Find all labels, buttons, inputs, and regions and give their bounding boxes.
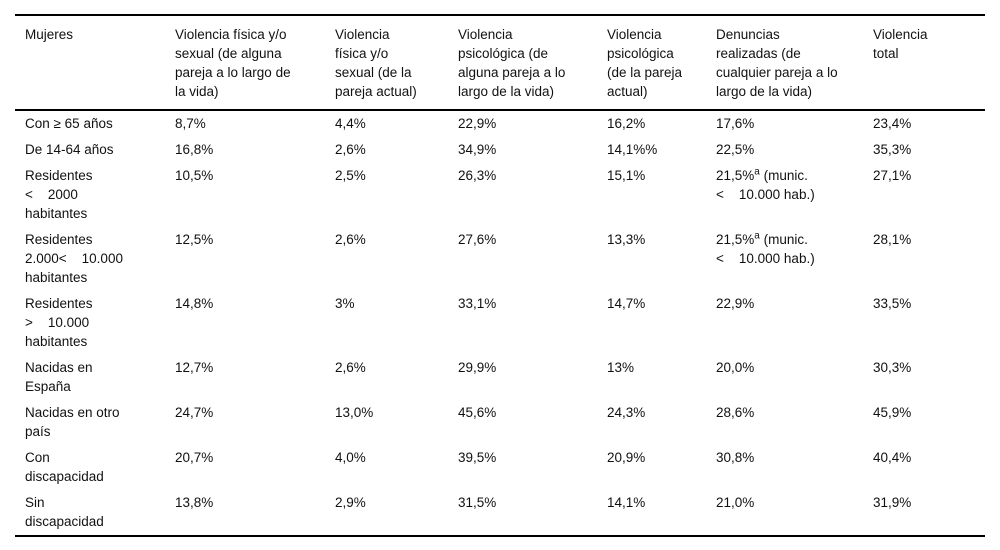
- column-header: Violencia física y/o sexual (de la parej…: [335, 27, 417, 99]
- data-cell: 22,9%: [716, 296, 755, 311]
- data-cell: 31,5%: [458, 495, 497, 510]
- data-cell: 4,4%: [335, 116, 366, 131]
- data-cell: 39,5%: [458, 450, 497, 465]
- column-header: Violencia física y/o sexual (de alguna p…: [175, 27, 291, 99]
- table-row: Nacidas en España 12,7% 2,6% 29,9% 13% 20,0% 3…: [15, 355, 985, 400]
- data-cell: 27,6%: [458, 232, 497, 247]
- data-cell: 16,2%: [607, 116, 646, 131]
- data-cell: 20,7%: [175, 450, 214, 465]
- table-row: Residentes > 10.000 habitantes 14,8% 3% 33,…: [15, 291, 985, 355]
- data-cell: 14,1%: [607, 495, 646, 510]
- data-cell: 24,7%: [175, 405, 214, 420]
- data-cell: 20,9%: [607, 450, 646, 465]
- table-row: Sin discapacidad 13,8% 2,9% 31,5% 14,1% 21,0%…: [15, 490, 985, 536]
- data-cell: 30,3%: [873, 360, 912, 375]
- data-cell: 35,3%: [873, 142, 912, 157]
- data-cell: 30,8%: [716, 450, 755, 465]
- data-cell: 2,5%: [335, 168, 366, 183]
- row-label-cell: Nacidas en España: [25, 360, 93, 394]
- data-cell: 2,6%: [335, 142, 366, 157]
- data-cell: 2,6%: [335, 360, 366, 375]
- data-cell: 8,7%: [175, 116, 206, 131]
- column-header: Violencia psicológica (de alguna pareja …: [458, 27, 566, 99]
- data-cell: 33,1%: [458, 296, 497, 311]
- table-row: De 14-64 años 16,8% 2,6% 34,9% 14,1%% 22,5% 35…: [15, 137, 985, 163]
- data-cell: 21,5%a (munic. < 10.000 hab.): [716, 230, 815, 266]
- row-label-cell: Residentes < 2000 habitantes: [25, 168, 93, 221]
- table-body: Con ≥ 65 años 8,7% 4,4% 22,9% 16,2% 17,6% 23,4…: [15, 110, 985, 536]
- data-cell: 27,1%: [873, 168, 912, 183]
- data-cell: 4,0%: [335, 450, 366, 465]
- data-cell: 28,6%: [716, 405, 755, 420]
- data-cell: 2,9%: [335, 495, 366, 510]
- row-label-cell: Con discapacidad: [25, 450, 104, 484]
- row-label-cell: Residentes 2.000< 10.000 habitantes: [25, 232, 123, 285]
- data-cell: 24,3%: [607, 405, 646, 420]
- data-cell: 13,8%: [175, 495, 214, 510]
- data-cell: 26,3%: [458, 168, 497, 183]
- table-row: Residentes < 2000 habitantes 10,5% 2,5% 26,…: [15, 163, 985, 227]
- data-cell: 13,0%: [335, 405, 374, 420]
- data-cell: 14,8%: [175, 296, 214, 311]
- table-row: Con discapacidad 20,7% 4,0% 39,5% 20,9% 30,8%…: [15, 445, 985, 490]
- data-cell: 12,5%: [175, 232, 214, 247]
- data-cell: 2,6%: [335, 232, 366, 247]
- table-head: Mujeres Violencia física y/o sexual (de a…: [15, 15, 985, 110]
- data-cell: 28,1%: [873, 232, 912, 247]
- data-cell: 34,9%: [458, 142, 497, 157]
- data-cell: 31,9%: [873, 495, 912, 510]
- data-cell: 3%: [335, 296, 355, 311]
- data-cell: 22,5%: [716, 142, 755, 157]
- footnote-marker: a: [754, 230, 760, 242]
- data-cell: 23,4%: [873, 116, 912, 131]
- table-row: Con ≥ 65 años 8,7% 4,4% 22,9% 16,2% 17,6% 23,4…: [15, 110, 985, 137]
- table-row: Residentes 2.000< 10.000 habitantes 12,5%…: [15, 227, 985, 291]
- data-cell: 16,8%: [175, 142, 214, 157]
- data-cell: 33,5%: [873, 296, 912, 311]
- data-cell: 21,5%a (munic. < 10.000 hab.): [716, 166, 815, 202]
- column-header: Violencia total: [873, 27, 928, 61]
- data-cell: 13%: [607, 360, 635, 375]
- data-cell: 15,1%: [607, 168, 646, 183]
- data-cell: 45,6%: [458, 405, 497, 420]
- row-label-cell: De 14-64 años: [25, 142, 114, 157]
- data-cell: 12,7%: [175, 360, 214, 375]
- data-cell: 17,6%: [716, 116, 755, 131]
- data-cell: 13,3%: [607, 232, 646, 247]
- header-row: Mujeres Violencia física y/o sexual (de a…: [15, 15, 985, 110]
- stub-header: Mujeres: [25, 27, 74, 42]
- row-label-cell: Nacidas en otro país: [25, 405, 120, 439]
- data-cell: 22,9%: [458, 116, 497, 131]
- data-cell: 45,9%: [873, 405, 912, 420]
- data-cell: 20,0%: [716, 360, 755, 375]
- row-label-cell: Sin discapacidad: [25, 495, 104, 529]
- data-cell: 10,5%: [175, 168, 214, 183]
- column-header: Violencia psicológica (de la pareja actu…: [607, 27, 683, 99]
- table-row: Nacidas en otro país 24,7% 13,0% 45,6% 24,3%…: [15, 400, 985, 445]
- row-label-cell: Con ≥ 65 años: [25, 116, 113, 131]
- stats-table: Mujeres Violencia física y/o sexual (de a…: [15, 14, 985, 537]
- row-label-cell: Residentes > 10.000 habitantes: [25, 296, 93, 349]
- footnote-marker: a: [754, 166, 760, 178]
- data-cell: 21,0%: [716, 495, 755, 510]
- data-cell: 14,7%: [607, 296, 646, 311]
- data-cell: 29,9%: [458, 360, 497, 375]
- data-cell: 14,1%%: [607, 142, 658, 157]
- column-header: Denuncias realizadas (de cualquier parej…: [716, 27, 838, 99]
- data-cell: 40,4%: [873, 450, 912, 465]
